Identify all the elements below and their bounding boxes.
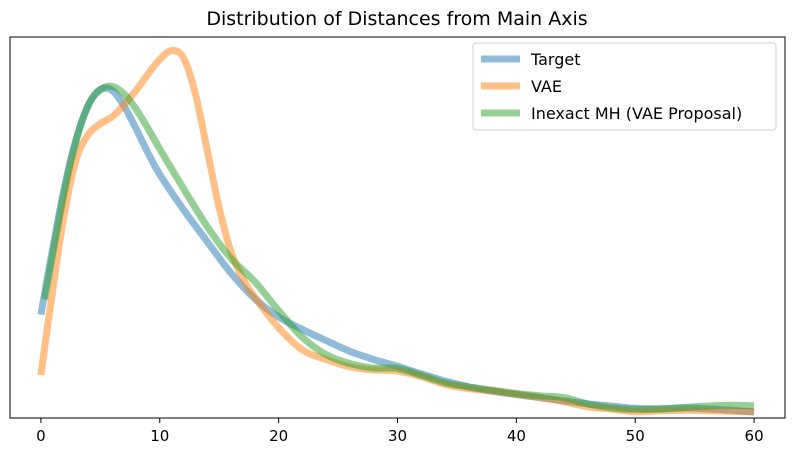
series-line-1 [37,84,755,416]
series-layer [37,47,755,416]
x-tick-label: 30 [388,427,407,445]
series-line-3 [41,82,755,413]
x-tick-label: 40 [507,427,526,445]
x-tick-label: 20 [269,427,288,445]
legend-label: Inexact MH (VAE Proposal) [531,104,742,123]
x-tick-label: 60 [745,427,764,445]
x-tick-label: 50 [626,427,645,445]
chart-title: Distribution of Distances from Main Axis [206,8,587,30]
legend: Target VAE Inexact MH (VAE Proposal) [472,42,777,131]
legend-label: VAE [531,77,562,96]
x-tick-label: 0 [36,427,46,445]
x-tick-label: 10 [150,427,169,445]
x-axis: 0 10 20 30 40 50 60 [36,418,764,445]
legend-box [472,42,777,131]
legend-label: Target [530,50,581,69]
